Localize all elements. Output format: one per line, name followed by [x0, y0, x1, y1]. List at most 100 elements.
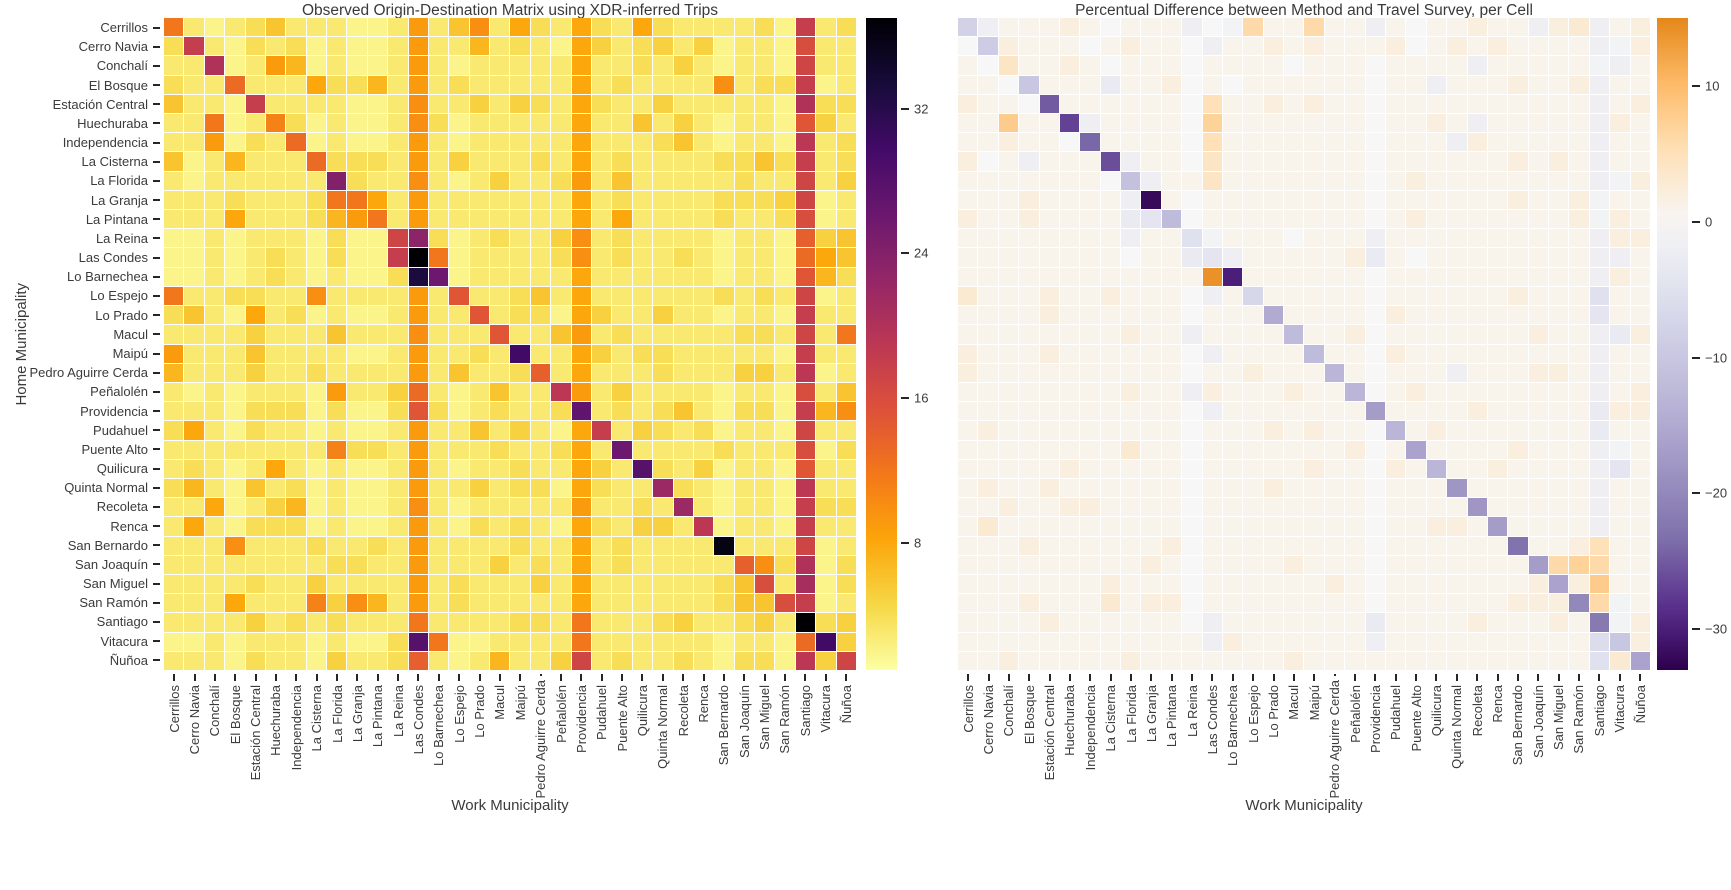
heatmap-cell	[1059, 498, 1080, 517]
y-tick-label: San Joaquín	[0, 555, 160, 574]
heatmap-cell	[1610, 555, 1630, 574]
heatmap-cell	[1487, 18, 1508, 37]
heatmap-cell	[1304, 286, 1324, 306]
heatmap-cell	[795, 632, 816, 651]
heatmap-cell	[327, 478, 347, 498]
heatmap-cell	[1589, 94, 1610, 114]
heatmap-cell	[1141, 402, 1161, 421]
heatmap-cell	[1549, 229, 1569, 248]
heatmap-cell	[1222, 325, 1243, 344]
x-tick-mark	[1394, 674, 1397, 681]
heatmap-cell	[795, 306, 816, 325]
heatmap-cell	[449, 133, 469, 152]
heatmap-cell	[1365, 133, 1386, 152]
heatmap-cell	[836, 229, 856, 248]
heatmap-cell	[673, 344, 693, 363]
heatmap-cell	[286, 498, 306, 517]
heatmap-cell	[428, 363, 449, 382]
heatmap-cell	[1386, 56, 1406, 75]
heatmap-cell	[265, 190, 286, 210]
heatmap-cell	[592, 56, 612, 75]
heatmap-cell	[755, 248, 775, 267]
heatmap-cell	[1059, 56, 1080, 75]
heatmap-cell	[1182, 459, 1202, 478]
heatmap-cell	[388, 152, 408, 171]
heatmap-cell	[265, 517, 286, 536]
heatmap-cell	[632, 229, 653, 248]
heatmap-cell	[1549, 632, 1569, 651]
heatmap-cell	[1610, 517, 1630, 536]
heatmap-cell	[1528, 402, 1549, 421]
heatmap-cell	[978, 478, 998, 498]
heatmap-cell	[184, 344, 204, 363]
heatmap-cell	[1426, 632, 1447, 651]
heatmap-cell	[286, 18, 306, 37]
heatmap-cell	[592, 478, 612, 498]
heatmap-cell	[775, 286, 795, 306]
heatmap-cell	[1100, 363, 1121, 382]
heatmap-cell	[998, 478, 1019, 498]
heatmap-cell	[184, 382, 204, 402]
heatmap-cell	[1243, 344, 1263, 363]
heatmap-cell	[1467, 498, 1487, 517]
heatmap-cell	[1508, 651, 1528, 670]
heatmap-cell	[225, 440, 245, 459]
x-tick-mark	[1577, 674, 1580, 681]
heatmap-cell	[755, 363, 775, 382]
heatmap-cell	[1386, 536, 1406, 555]
heatmap-cell	[265, 37, 286, 56]
heatmap-cell	[1508, 402, 1528, 421]
heatmap-cell	[286, 306, 306, 325]
heatmap-cell	[1508, 594, 1528, 613]
heatmap-cell	[469, 363, 490, 382]
heatmap-cell	[592, 75, 612, 94]
heatmap-cell	[1121, 267, 1141, 286]
heatmap-cell	[1222, 75, 1243, 94]
heatmap-cell	[1222, 286, 1243, 306]
heatmap-cell	[592, 440, 612, 459]
heatmap-cell	[286, 229, 306, 248]
heatmap-cell	[510, 478, 530, 498]
heatmap-cell	[490, 114, 510, 133]
heatmap-cell	[1406, 651, 1426, 670]
heatmap-cell	[816, 114, 836, 133]
heatmap-cell	[1406, 325, 1426, 344]
heatmap-cell	[1610, 171, 1630, 190]
heatmap-cell	[225, 286, 245, 306]
heatmap-cell	[327, 594, 347, 613]
heatmap-cell	[673, 171, 693, 190]
x-tick-mark	[1496, 674, 1499, 681]
heatmap-cell	[245, 421, 265, 440]
heatmap-cell	[469, 94, 490, 114]
heatmap-cell	[816, 574, 836, 594]
heatmap-cell	[428, 344, 449, 363]
heatmap-cell	[592, 632, 612, 651]
heatmap-cell	[225, 133, 245, 152]
heatmap-cell	[836, 171, 856, 190]
heatmap-cell	[306, 440, 327, 459]
heatmap-cell	[388, 94, 408, 114]
heatmap-cell	[978, 114, 998, 133]
heatmap-cell	[632, 114, 653, 133]
heatmap-cell	[1202, 114, 1222, 133]
heatmap-cell	[1528, 613, 1549, 632]
heatmap-cell	[816, 94, 836, 114]
heatmap-cell	[1263, 306, 1284, 325]
heatmap-cell	[1100, 37, 1121, 56]
heatmap-cell	[734, 536, 755, 555]
heatmap-cell	[632, 498, 653, 517]
heatmap-cell	[1610, 152, 1630, 171]
heatmap-cell	[836, 478, 856, 498]
heatmap-cell	[592, 18, 612, 37]
heatmap-cell	[1222, 306, 1243, 325]
heatmap-cell	[1386, 133, 1406, 152]
x-tick-mark	[234, 674, 237, 681]
heatmap-cell	[225, 402, 245, 421]
heatmap-cell	[816, 421, 836, 440]
heatmap-cell	[1304, 267, 1324, 286]
heatmap-cell	[265, 286, 286, 306]
heatmap-cell	[673, 286, 693, 306]
heatmap-cell	[1100, 517, 1121, 536]
heatmap-cell	[1080, 306, 1100, 325]
heatmap-cell	[775, 344, 795, 363]
